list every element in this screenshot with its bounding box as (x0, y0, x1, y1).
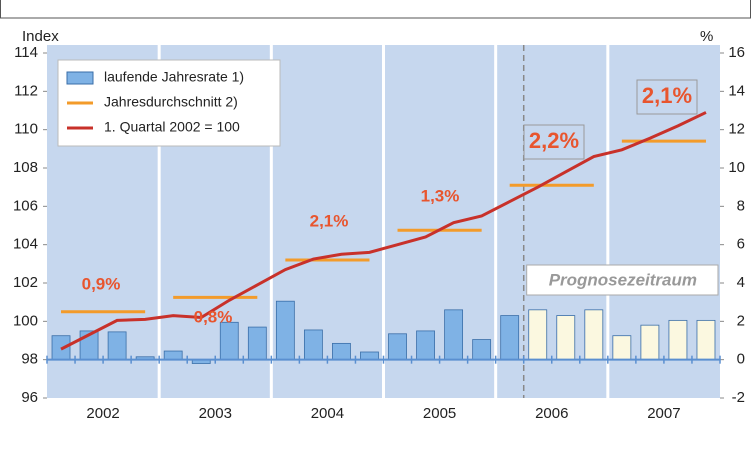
y-tick-label: 104 (13, 236, 38, 253)
y2-tick-label: 12 (728, 121, 745, 138)
growth-label-box (636, 79, 698, 115)
y2-tick-label: 10 (728, 159, 745, 176)
right-axis-label: % (700, 28, 713, 45)
bar (668, 319, 688, 361)
x-tick-label: 2004 (311, 405, 344, 422)
bar (416, 330, 435, 361)
x-tick-label: 2007 (647, 405, 680, 422)
bar (247, 326, 267, 361)
y-tick-label: 106 (13, 197, 38, 214)
bar (472, 339, 492, 361)
y2-tick-label: 6 (737, 236, 745, 253)
y-tick-label: 100 (13, 312, 38, 329)
y-tick-label: 112 (14, 82, 38, 99)
header-frame (0, 0, 751, 19)
forecast-label-box (526, 264, 719, 296)
y2-tick-label: 2 (737, 312, 745, 329)
growth-label: 2,1% (642, 83, 692, 108)
legend-box (57, 59, 281, 147)
bar (640, 324, 660, 361)
y2-tick-label: 4 (737, 274, 745, 291)
growth-label: 0,9% (82, 274, 121, 293)
bar (275, 300, 295, 361)
bar (696, 319, 716, 361)
y-tick-label: 110 (14, 121, 38, 138)
bar (163, 350, 183, 361)
y2-tick-label: -2 (732, 389, 745, 406)
bar (360, 351, 379, 361)
x-tick-label: 2005 (423, 405, 456, 422)
legend-label: 1. Quartal 2002 = 100 (104, 119, 240, 135)
y2-tick-label: 16 (728, 44, 745, 61)
y-tick-label: 102 (13, 274, 38, 291)
x-tick-label: 2003 (199, 405, 232, 422)
bar (444, 309, 464, 361)
legend-swatch (66, 71, 94, 85)
growth-label: 2,1% (310, 211, 349, 230)
bar (332, 342, 351, 361)
bar (612, 335, 632, 361)
y2-tick-label: 0 (737, 351, 745, 368)
legend-label: laufende Jahresrate 1) (104, 69, 244, 85)
index-line (60, 111, 707, 351)
y-tick-label: 96 (21, 389, 38, 406)
bar (584, 309, 604, 361)
bar (528, 309, 548, 361)
bar (388, 333, 407, 361)
growth-label: 2,2% (529, 128, 579, 153)
y2-tick-label: 8 (737, 197, 745, 214)
y-tick-label: 108 (13, 159, 38, 176)
growth-label: 0,8% (194, 307, 233, 326)
bar (556, 315, 576, 361)
bar (219, 321, 239, 361)
bar (107, 331, 127, 361)
y2-tick-label: 14 (728, 82, 745, 99)
bar (500, 315, 520, 361)
bar (303, 329, 323, 361)
x-tick-label: 2006 (535, 405, 568, 422)
growth-label: 1,3% (421, 186, 460, 205)
y-tick-label: 114 (14, 44, 38, 61)
left-axis-label: Index (22, 28, 59, 45)
x-tick-label: 2002 (86, 405, 119, 422)
forecast-label: Prognosezeitraum (549, 270, 697, 289)
growth-label-box (523, 124, 585, 160)
legend-label: Jahresdurchschnitt 2) (104, 94, 238, 110)
y-tick-label: 98 (21, 351, 38, 368)
